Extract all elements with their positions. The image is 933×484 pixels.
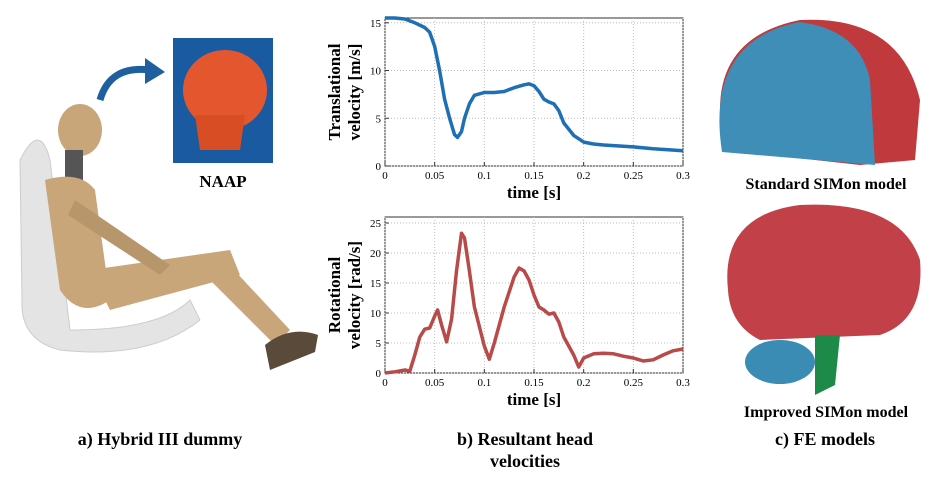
x-tick-label: 0 xyxy=(382,170,388,182)
improved-model-brainstem xyxy=(815,335,840,395)
dummy-head xyxy=(58,104,102,156)
x-axis-label: time [s] xyxy=(507,183,561,202)
y-axis-label: Rotational xyxy=(325,256,344,333)
naap-label: NAAP xyxy=(199,172,246,191)
x-axis-label: time [s] xyxy=(507,390,561,409)
y-tick-label: 10 xyxy=(370,66,382,78)
y-tick-label: 15 xyxy=(370,278,382,290)
x-tick-label: 0.05 xyxy=(425,377,445,389)
x-tick-label: 0 xyxy=(382,377,388,389)
x-tick-label: 0.2 xyxy=(577,170,591,182)
y-axis-label: velocity [rad/s] xyxy=(345,241,364,349)
x-tick-label: 0.25 xyxy=(624,377,644,389)
y-tick-label: 10 xyxy=(370,308,382,320)
seat xyxy=(20,140,200,352)
y-axis-label: Translational xyxy=(325,43,344,140)
x-tick-label: 0.3 xyxy=(676,377,690,389)
standard-model-label: Standard SIMon model xyxy=(746,176,907,193)
y-tick-label: 0 xyxy=(376,368,382,380)
arrow-head xyxy=(145,58,165,84)
naap-jaw xyxy=(195,115,245,150)
y-tick-label: 5 xyxy=(376,338,382,350)
caption-c: c) FE models xyxy=(730,428,920,450)
y-tick-label: 25 xyxy=(370,218,382,230)
y-tick-label: 5 xyxy=(376,113,382,125)
y-tick-label: 0 xyxy=(376,161,382,173)
y-axis-label: velocity [m/s] xyxy=(345,44,364,141)
plot-area xyxy=(385,18,683,166)
x-tick-label: 0.1 xyxy=(477,170,491,182)
x-tick-label: 0.05 xyxy=(425,170,445,182)
x-tick-label: 0.25 xyxy=(624,170,644,182)
x-tick-label: 0.2 xyxy=(577,377,591,389)
improved-model-cerebrum xyxy=(727,205,920,340)
figure: NAAP Standard SIMon model Improved SIMon… xyxy=(0,0,933,484)
dummy-leg xyxy=(205,255,290,345)
y-tick-label: 20 xyxy=(370,248,382,260)
y-tick-label: 15 xyxy=(370,18,382,30)
improved-model-label: Improved SIMon model xyxy=(744,404,909,421)
arrow xyxy=(100,69,150,100)
canvas: NAAP Standard SIMon model Improved SIMon… xyxy=(0,0,933,484)
x-tick-label: 0.15 xyxy=(524,170,544,182)
improved-model-cerebellum xyxy=(745,340,815,384)
caption-b: b) Resultant head velocities xyxy=(420,428,630,472)
caption-a: a) Hybrid III dummy xyxy=(40,428,280,450)
dummy-neck xyxy=(65,150,83,180)
x-tick-label: 0.3 xyxy=(676,170,690,182)
x-tick-label: 0.1 xyxy=(477,377,491,389)
x-tick-label: 0.15 xyxy=(524,377,544,389)
